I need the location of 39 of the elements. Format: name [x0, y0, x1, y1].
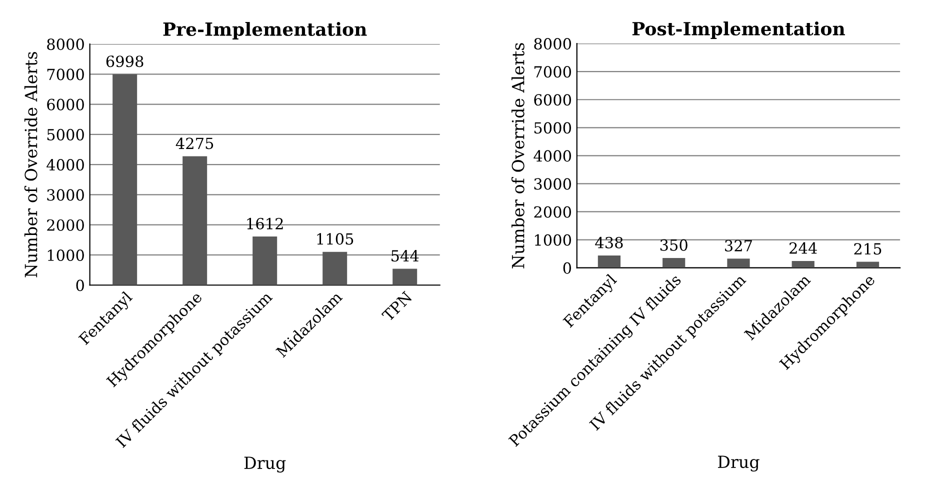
data-label: 1612: [247, 218, 283, 230]
y-tick-label: 5000: [534, 122, 572, 134]
y-tick-label: 5000: [47, 128, 84, 140]
y-tick-label: 6000: [47, 98, 84, 110]
chart-title: Post-Implementation: [632, 22, 845, 39]
data-label: 350: [660, 239, 688, 251]
y-tick-label: 0: [563, 262, 572, 274]
y-tick-label: 4000: [46, 159, 84, 171]
data-label: 327: [725, 240, 752, 252]
y-tick-label: 0: [76, 280, 84, 292]
y-tick-label: 7000: [534, 66, 572, 78]
y-tick-label: 2000: [534, 206, 572, 218]
y-tick-label: 1000: [535, 234, 572, 246]
data-label: 1105: [317, 233, 354, 245]
data-label: 4275: [176, 138, 214, 150]
y-tick-label: 8000: [534, 38, 572, 50]
chart-title: Pre-Implementation: [163, 22, 367, 40]
y-tick-label: 6000: [534, 94, 572, 106]
data-label: 544: [392, 250, 419, 262]
y-tick-label: 3000: [47, 189, 84, 201]
y-tick-label: 3000: [534, 178, 572, 190]
y-tick-label: 7000: [47, 68, 84, 80]
y-tick-label: 2000: [47, 219, 84, 231]
data-label: 215: [854, 243, 882, 255]
bar: [112, 74, 138, 286]
y-tick-label: 4000: [534, 150, 572, 162]
bar: [252, 236, 278, 286]
y-axis-title: Number of Override Alerts: [511, 43, 524, 268]
data-label: 6998: [106, 56, 144, 68]
y-tick-label: 1000: [48, 249, 84, 262]
x-axis-title: Drug: [718, 456, 760, 472]
bar: [392, 268, 418, 286]
data-label: 244: [790, 242, 817, 254]
bar: [322, 252, 348, 286]
data-label: 438: [595, 236, 623, 248]
x-axis-title: Drug: [244, 456, 286, 473]
bar: [182, 156, 208, 286]
y-tick-label: 8000: [47, 38, 84, 50]
y-axis-title: Number of Override Alerts: [24, 52, 38, 278]
